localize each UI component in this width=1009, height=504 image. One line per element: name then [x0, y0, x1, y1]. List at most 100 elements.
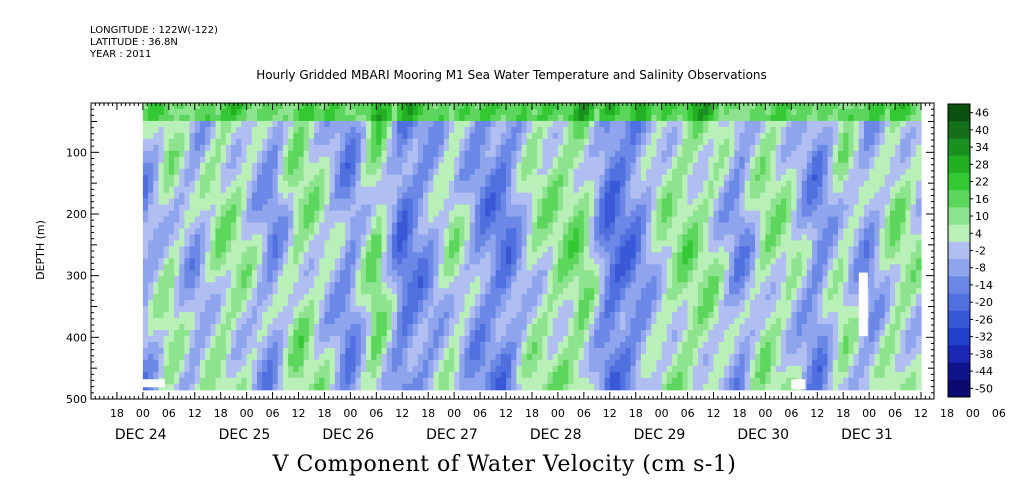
heatmap-cell [220, 120, 227, 128]
heatmap-cell [474, 270, 481, 277]
heatmap-cell [666, 186, 673, 194]
heatmap-cell [620, 264, 626, 271]
heatmap-cell [630, 335, 637, 343]
heatmap-cell [236, 180, 243, 188]
heatmap-cell [220, 114, 227, 122]
heatmap-cell [542, 234, 549, 241]
heatmap-cell [267, 282, 274, 289]
heatmap-cell [573, 371, 580, 379]
heatmap-cell [288, 222, 294, 230]
heatmap-cell [433, 150, 440, 158]
heatmap-cell [537, 108, 543, 116]
heatmap-cell [599, 288, 606, 295]
heatmap-cell [537, 383, 543, 391]
heatmap-cell [319, 103, 326, 110]
heatmap-cell [174, 168, 180, 176]
heatmap-cell [531, 180, 538, 188]
heatmap-cell [194, 103, 201, 110]
heatmap-cell [469, 222, 476, 230]
heatmap-cell [267, 246, 274, 253]
heatmap-cell [557, 359, 564, 367]
heatmap-cell [672, 312, 678, 319]
heatmap-cell [329, 126, 336, 134]
heatmap-cell [589, 103, 595, 110]
heatmap-cell [646, 288, 652, 295]
heatmap-cell [531, 228, 538, 236]
heatmap-cell [163, 120, 170, 128]
heatmap-cell [262, 126, 268, 134]
heatmap-cell [552, 234, 559, 241]
heatmap-cell [184, 114, 191, 122]
heatmap-cell [412, 216, 419, 224]
heatmap-cell [199, 180, 206, 188]
heatmap-cell [329, 240, 336, 247]
heatmap-cell [480, 318, 486, 325]
heatmap-cell [407, 377, 414, 385]
heatmap-cell [433, 312, 440, 319]
heatmap-cell [257, 180, 263, 188]
heatmap-cell [257, 294, 263, 301]
heatmap-cell [257, 335, 263, 343]
heatmap-cell [365, 132, 372, 140]
heatmap-cell [443, 288, 450, 295]
heatmap-cell [225, 186, 232, 194]
heatmap-cell [506, 180, 512, 188]
heatmap-cell [365, 186, 372, 194]
heatmap-cell [381, 132, 388, 140]
heatmap-cell [625, 132, 632, 140]
heatmap-cell [179, 252, 185, 259]
heatmap-cell [324, 120, 331, 128]
heatmap-cell [355, 353, 362, 361]
heatmap-cell [635, 324, 642, 331]
heatmap-cell [506, 377, 512, 385]
heatmap-cell [246, 258, 253, 265]
heatmap-cell [500, 371, 507, 379]
heatmap-cell [189, 216, 196, 224]
heatmap-cell [500, 174, 507, 182]
heatmap-cell [594, 306, 600, 313]
heatmap-cell [298, 114, 305, 122]
heatmap-cell [251, 228, 258, 236]
heatmap-cell [594, 288, 600, 295]
heatmap-cell [334, 341, 341, 349]
heatmap-cell [402, 383, 409, 391]
heatmap-cell [179, 383, 185, 391]
heatmap-cell [194, 264, 201, 271]
heatmap-cell [490, 330, 497, 337]
heatmap-cell [666, 210, 673, 218]
heatmap-cell [225, 150, 232, 158]
heatmap-cell [537, 371, 543, 379]
heatmap-cell [625, 103, 632, 110]
heatmap-cell [319, 234, 326, 241]
heatmap-cell [142, 246, 149, 253]
heatmap-cell [521, 222, 528, 230]
heatmap-cell [599, 300, 606, 307]
heatmap-cell [293, 198, 300, 206]
heatmap-cell [360, 138, 367, 146]
heatmap-cell [329, 282, 336, 289]
heatmap-cell [365, 312, 372, 319]
heatmap-cell [666, 353, 673, 361]
heatmap-cell [376, 312, 383, 319]
heatmap-cell [262, 198, 268, 206]
heatmap-cell [184, 132, 191, 140]
heatmap-cell [168, 103, 175, 110]
heatmap-cell [324, 198, 331, 206]
heatmap-cell [583, 276, 590, 283]
heatmap-cell [547, 150, 554, 158]
heatmap-cell [402, 312, 409, 319]
heatmap-cell [417, 276, 424, 283]
heatmap-cell [277, 204, 284, 212]
heatmap-cell [630, 276, 637, 283]
heatmap-cell [552, 276, 559, 283]
heatmap-cell [428, 132, 434, 140]
heatmap-cell [360, 156, 367, 164]
heatmap-cell [308, 168, 315, 176]
heatmap-cell [215, 312, 222, 319]
heatmap-cell [474, 324, 481, 331]
heatmap-cell [142, 198, 149, 206]
heatmap-cell [241, 270, 248, 277]
heatmap-cell [614, 288, 621, 295]
heatmap-cell [666, 312, 673, 319]
heatmap-cell [542, 270, 549, 277]
